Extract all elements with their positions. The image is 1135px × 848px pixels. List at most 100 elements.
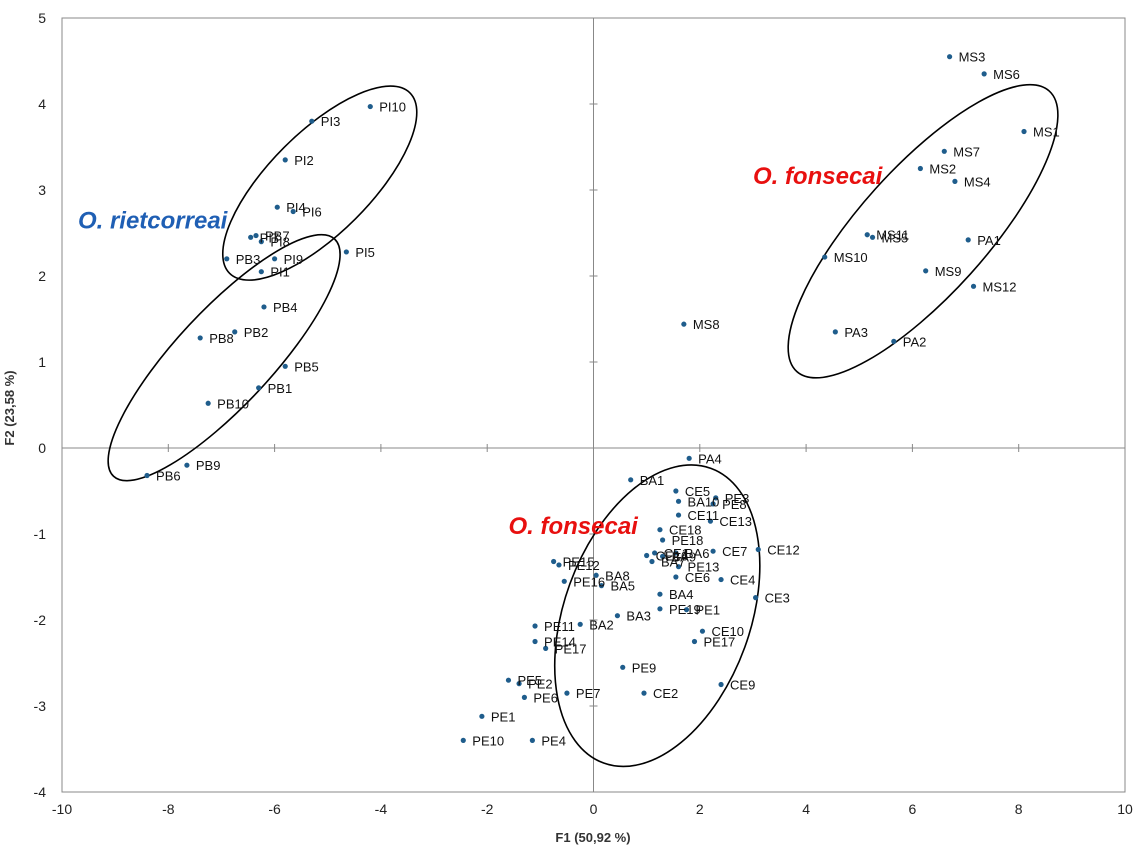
data-point (941, 148, 947, 154)
data-point (675, 564, 682, 570)
data-point (864, 232, 870, 238)
data-label: PE19 (669, 602, 701, 617)
data-label: MS1 (1033, 125, 1060, 140)
data-point (891, 338, 897, 344)
data-label: CE10 (711, 624, 744, 639)
data-label: CE12 (767, 542, 800, 557)
data-point (532, 623, 538, 629)
cluster-ellipse (107, 233, 341, 482)
data-label: PI6 (302, 205, 322, 220)
data-point (516, 681, 522, 687)
data-point (529, 737, 535, 744)
x-tick-label: 2 (696, 801, 704, 817)
data-label: BA8 (605, 568, 630, 583)
data-label: PE4 (541, 733, 566, 748)
data-label: PE15 (563, 555, 595, 570)
y-tick-label: 4 (38, 96, 46, 112)
data-point (593, 572, 599, 578)
data-point (822, 254, 828, 260)
data-label: MS2 (929, 162, 956, 177)
data-label: PE18 (672, 533, 704, 548)
data-point (272, 256, 278, 262)
data-point (258, 269, 264, 275)
data-label: MS5 (882, 230, 909, 245)
y-tick-label: -2 (34, 612, 47, 628)
y-tick-label: 0 (38, 440, 46, 456)
cluster-ellipse (553, 464, 761, 768)
cluster-ellipse (787, 83, 1059, 379)
data-label: MS8 (693, 317, 720, 332)
data-label: PE10 (472, 733, 504, 748)
data-point (561, 578, 567, 584)
data-label: PB4 (273, 300, 298, 315)
data-point (460, 737, 466, 744)
data-point (521, 694, 528, 701)
data-point (205, 400, 211, 406)
data-point (367, 103, 373, 110)
data-label: CE5 (685, 484, 710, 499)
data-point (675, 512, 682, 518)
x-tick-label: -10 (52, 801, 72, 817)
data-point (659, 553, 666, 559)
data-label: MS11 (876, 228, 909, 243)
data-label: BA10 (688, 494, 720, 509)
data-label: PI1 (270, 265, 290, 280)
data-point (479, 713, 485, 719)
data-point (282, 157, 288, 163)
y-tick-label: 1 (38, 354, 46, 370)
data-label: PE8 (722, 497, 747, 512)
data-point (681, 321, 687, 327)
x-tick-label: -2 (481, 801, 494, 817)
data-label: BA4 (669, 587, 694, 602)
data-label: PE6 (533, 690, 558, 705)
data-point (718, 681, 724, 688)
data-label: BA1 (640, 473, 665, 488)
data-point (673, 488, 679, 494)
data-label: PA4 (698, 451, 722, 466)
data-label: CE9 (730, 678, 755, 693)
data-label: PE17 (555, 641, 587, 656)
data-label: PI3 (321, 114, 341, 129)
data-label: PE16 (573, 574, 605, 589)
data-label: PB3 (236, 252, 261, 267)
data-label: MS7 (953, 144, 980, 159)
data-point (710, 548, 716, 554)
x-tick-label: -4 (375, 801, 388, 817)
data-label: MS9 (935, 264, 962, 279)
data-label: CE18 (669, 523, 702, 538)
data-label: PE2 (528, 677, 553, 692)
data-point (343, 249, 349, 255)
data-point (261, 304, 267, 310)
data-point (917, 165, 923, 172)
y-tick-label: 5 (38, 10, 46, 26)
data-label: CE2 (653, 686, 678, 701)
data-point (644, 552, 650, 559)
data-label: CE13 (719, 514, 752, 529)
data-label: MS4 (964, 174, 991, 189)
data-label: BA2 (589, 617, 614, 632)
data-label: PI5 (355, 245, 375, 260)
data-point (699, 628, 706, 634)
data-point (710, 501, 716, 507)
data-point (652, 550, 658, 556)
y-tick-label: -1 (34, 526, 47, 542)
data-label: PI8 (270, 235, 290, 250)
data-point (965, 237, 971, 243)
data-point (620, 664, 626, 670)
data-label: CE11 (688, 508, 720, 523)
data-point (952, 178, 958, 184)
data-label: PA3 (844, 325, 868, 340)
data-point (232, 329, 238, 335)
data-point (981, 71, 987, 77)
data-label: CE4 (730, 573, 755, 588)
group-label: O. fonsecai (753, 163, 884, 190)
data-label: CE3 (765, 591, 790, 606)
data-label: PE17 (703, 635, 735, 650)
data-label: PB1 (268, 381, 293, 396)
data-label: PB9 (196, 458, 221, 473)
data-point (832, 329, 838, 335)
x-tick-label: -6 (268, 801, 281, 817)
y-tick-label: -3 (34, 698, 47, 714)
data-label: PE3 (725, 491, 750, 506)
